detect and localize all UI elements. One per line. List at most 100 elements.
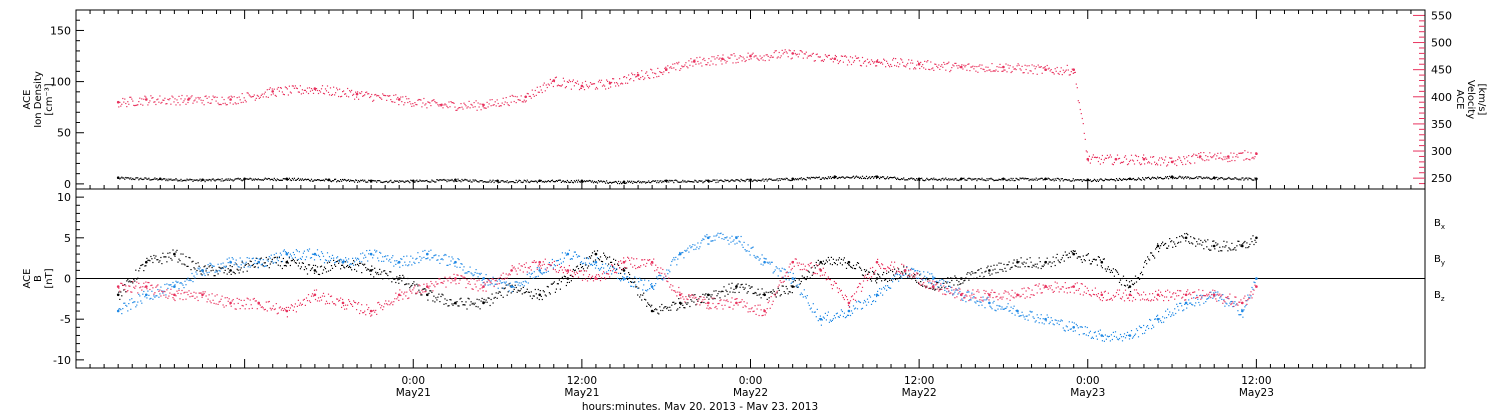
series-by-sample [349, 264, 351, 266]
density-series-sample [916, 178, 918, 180]
velocity-series-sample [967, 63, 969, 65]
velocity-series-sample [1238, 152, 1240, 154]
series-bx-sample [1247, 247, 1249, 249]
series-by-sample [743, 241, 745, 243]
series-by-sample [249, 266, 251, 268]
density-series-sample [133, 178, 135, 180]
series-bx-sample [297, 265, 299, 267]
series-by-sample [890, 287, 892, 289]
series-bx-sample [406, 283, 408, 285]
density-series-sample [516, 181, 518, 184]
series-by-sample [1002, 308, 1004, 310]
series-bx-sample [311, 267, 314, 269]
density-series-sample [885, 178, 887, 180]
velocity-series-sample [273, 88, 275, 90]
velocity-series-sample [284, 86, 286, 88]
density-series-sample [1246, 177, 1248, 179]
series-by-sample [164, 283, 166, 286]
density-series-sample [1175, 177, 1177, 179]
series-by-sample [137, 301, 139, 303]
density-series-sample [1249, 177, 1251, 179]
series-bx-point [847, 260, 851, 264]
density-series-sample [172, 179, 174, 181]
velocity-series-sample [1164, 159, 1166, 161]
series-bx-sample [629, 273, 631, 276]
series-bx-sample [818, 263, 820, 265]
density-series-sample [345, 179, 347, 181]
series-bx-sample [193, 267, 195, 269]
velocity-series-sample [515, 102, 517, 104]
velocity-series-point [875, 60, 879, 63]
series-bx-sample [711, 294, 713, 296]
velocity-series-sample [1227, 161, 1229, 163]
series-bx-sample [947, 277, 949, 279]
velocity-series-sample [987, 66, 989, 68]
density-series-sample [650, 182, 652, 184]
density-series-sample [899, 179, 901, 181]
velocity-series-sample [143, 98, 145, 100]
velocity-series-sample [1012, 66, 1014, 68]
series-by-sample [959, 290, 961, 293]
velocity-series-sample [944, 63, 946, 65]
density-series-sample [672, 180, 674, 182]
series-bx-sample [986, 267, 988, 269]
series-bx-sample [984, 271, 986, 273]
velocity-series-sample [723, 58, 725, 60]
series-bx-sample [544, 294, 546, 296]
density-series-sample [1040, 177, 1042, 179]
density-series-sample [949, 179, 951, 181]
series-bx-sample [745, 283, 747, 285]
velocity-series-sample [699, 56, 701, 58]
series-bx-sample [1202, 241, 1204, 243]
velocity-series-sample [821, 59, 823, 61]
b-tick-label: 10 [57, 191, 71, 204]
density-series-sample [1228, 176, 1230, 179]
series-by-sample [950, 286, 952, 288]
velocity-series-sample [888, 64, 890, 66]
series-by-sample [1049, 321, 1051, 323]
series-bx-sample [855, 264, 858, 266]
velocity-series-sample [811, 53, 813, 55]
density-series-sample [1237, 178, 1239, 180]
density-series-sample [1132, 177, 1135, 180]
series-bx-sample [407, 277, 409, 280]
density-series-sample [164, 178, 166, 180]
series-bx-sample [1023, 261, 1025, 263]
density-series-sample [447, 179, 449, 181]
density-series-sample [205, 179, 207, 181]
density-series-sample [867, 177, 870, 179]
series-by-sample [645, 289, 647, 291]
series-bx-sample [958, 281, 960, 283]
series-by-sample [278, 256, 280, 258]
velocity-series-sample [230, 95, 232, 97]
velocity-series-sample [125, 102, 127, 105]
series-by-sample [333, 257, 335, 259]
density-series-sample [1221, 177, 1223, 179]
velocity-series-sample [973, 68, 975, 70]
series-bx-sample [628, 272, 630, 274]
series-by-sample [875, 300, 877, 303]
series-by-sample [940, 284, 942, 287]
density-series-sample [799, 178, 801, 180]
velocity-series-sample [608, 87, 610, 89]
velocity-series-sample [496, 99, 498, 101]
velocity-series-sample [622, 83, 624, 85]
series-bx-sample [844, 262, 846, 264]
series-bx-sample [313, 272, 316, 274]
series-by-sample [165, 294, 167, 296]
velocity-series-sample [361, 91, 363, 93]
velocity-series-sample [183, 100, 185, 102]
series-by-sample [187, 277, 189, 279]
series-bx-sample [269, 263, 271, 265]
series-by-sample [824, 312, 826, 314]
series-by-sample [1149, 318, 1151, 321]
density-series-sample [620, 181, 622, 183]
series-by-sample [794, 277, 796, 279]
density-series-sample [836, 177, 838, 180]
density-series-sample [722, 180, 724, 182]
velocity-series-sample [596, 88, 599, 90]
velocity-series-sample [187, 101, 189, 104]
velocity-series-sample [875, 65, 877, 67]
density-series-sample [388, 181, 390, 183]
series-bx-sample [553, 281, 555, 283]
